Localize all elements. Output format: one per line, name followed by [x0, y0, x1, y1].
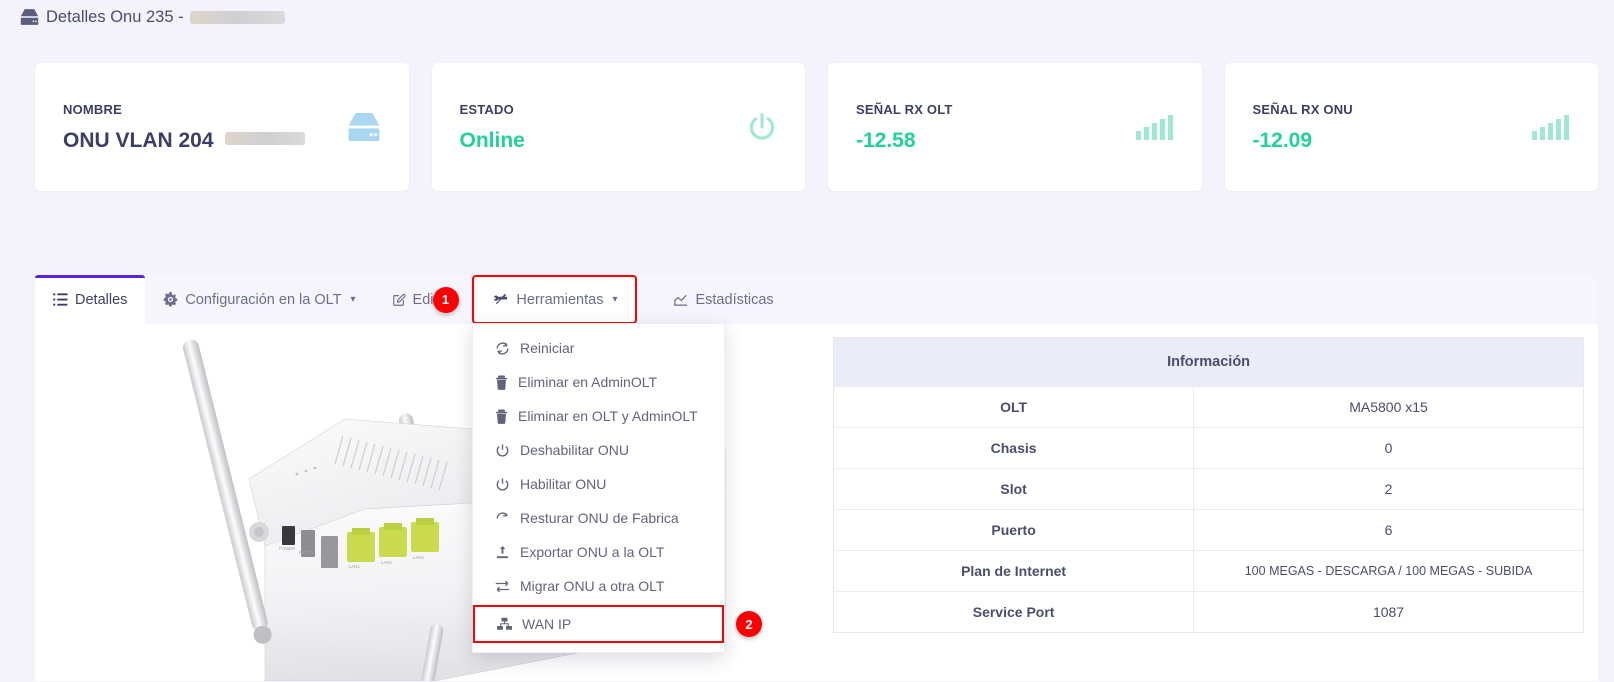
svg-text:RESET: RESET: [299, 550, 314, 555]
svg-text:TEL: TEL: [320, 556, 328, 561]
svg-text:LAN1: LAN1: [349, 564, 360, 569]
svg-text:LAN3: LAN3: [413, 555, 424, 560]
svg-text:POWER: POWER: [279, 546, 295, 551]
svg-text:LAN2: LAN2: [381, 560, 392, 565]
